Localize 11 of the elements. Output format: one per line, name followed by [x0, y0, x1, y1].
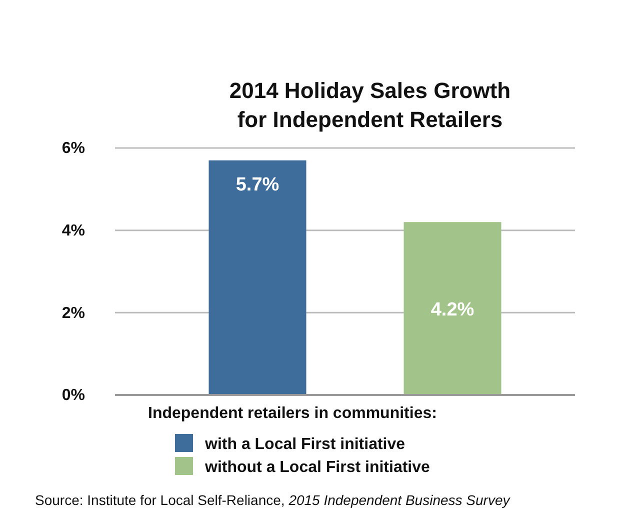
y-tick-label: 6%	[62, 140, 85, 158]
data-label: 5.7%	[236, 174, 280, 196]
legend-label: with a Local First initiative	[204, 436, 406, 453]
data-label: 4.2%	[430, 300, 474, 321]
chart-title: 2014 Holiday Sales Growth for Independent Retailers	[229, 78, 511, 132]
y-tick-label: 0%	[62, 387, 85, 404]
y-tick-label: 2%	[62, 304, 85, 322]
y-tick-label: 4%	[62, 222, 85, 240]
source-note: Source: Institute for Local Self-Reliance, 2015 Independent Business Survey	[35, 492, 511, 508]
legend-title: Independent retailers in communities:	[148, 405, 437, 422]
legend-label: without a Local First initiative	[204, 459, 430, 476]
